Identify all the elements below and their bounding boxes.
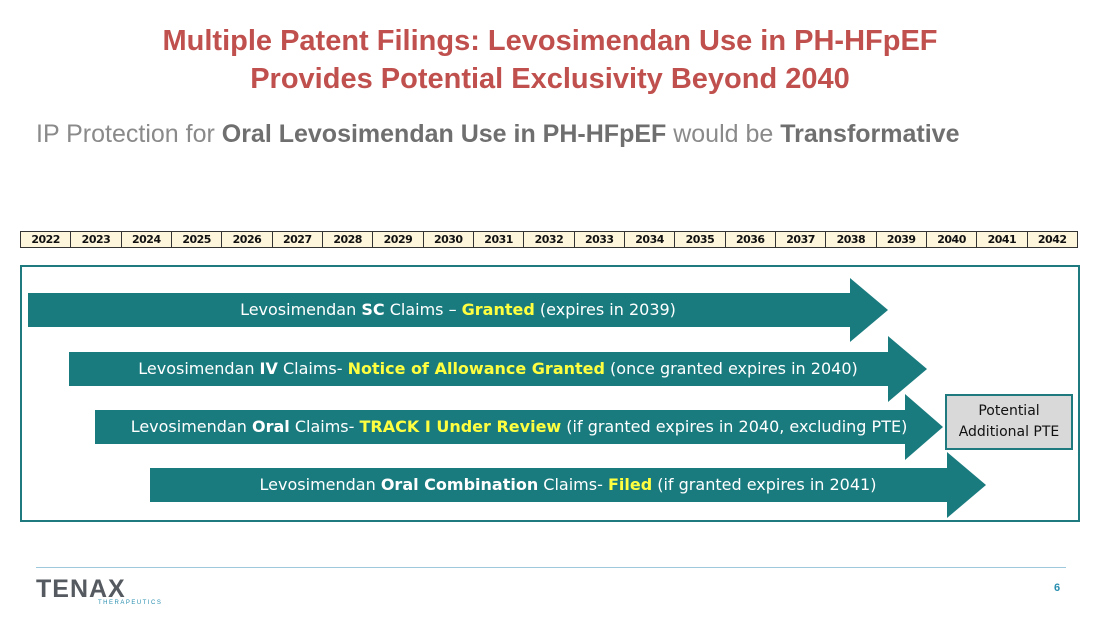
pte-line-2: Additional PTE: [958, 424, 1060, 440]
year-cell: 2033: [575, 232, 625, 247]
oral-claims-arrow: Levosimendan Oral Claims- TRACK I Under …: [95, 394, 943, 460]
pte-line-1: Potential: [978, 403, 1040, 419]
year-cell: 2040: [927, 232, 978, 247]
year-cell: 2022: [21, 232, 72, 247]
year-cell: 2042: [1037, 233, 1067, 246]
year-cell: 2038: [826, 232, 877, 247]
iv-claims-label: Levosimendan IV Claims- Notice of Allowa…: [138, 359, 858, 378]
year-cell: 2031: [474, 232, 525, 247]
title-line-2: Provides Potential Exclusivity Beyond 20…: [250, 63, 850, 95]
year-cell: 2037: [776, 232, 827, 247]
oral-claims-label: Levosimendan Oral Claims- TRACK I Under …: [130, 417, 908, 436]
year-cell: 2027: [273, 232, 323, 247]
sc-claims-arrow: Levosimendan SC Claims – Granted (expire…: [28, 278, 888, 342]
arrow-shape: [28, 278, 888, 342]
logo-wordmark: TENAX: [36, 575, 126, 603]
page-number: 6: [1054, 582, 1061, 594]
year-cell: 2024: [122, 232, 172, 247]
claims-frame: [20, 265, 1080, 522]
subtitle-text-1: IP Protection for: [36, 120, 222, 148]
sc-claims-label: Levosimendan SC Claims – Granted (expire…: [240, 300, 676, 319]
slide-title: Multiple Patent Filings: Levosimendan Us…: [0, 22, 1100, 98]
potential-pte-box: Potential Additional PTE: [945, 394, 1073, 450]
oral-combination-claims-label: Levosimendan Oral Combination Claims- Fi…: [259, 475, 877, 494]
arrow-shape: [150, 452, 986, 518]
year-cell: 2030: [424, 232, 474, 247]
slide-subtitle: IP Protection for Oral Levosimendan Use …: [36, 120, 960, 149]
subtitle-bold-1: Oral Levosimendan Use in PH-HFpEF: [221, 120, 667, 148]
iv-claims-arrow: Levosimendan IV Claims- Notice of Allowa…: [69, 336, 927, 402]
year-timeline: 2022 2023 2024 2025 2026 2027 2028 2029 2030 2031…: [20, 231, 1078, 248]
year-cell: 2034: [625, 232, 676, 247]
year-cell: 2028: [323, 232, 374, 247]
subtitle-bold-2: Transformative: [780, 120, 960, 148]
subtitle-text-2: would be: [666, 120, 781, 148]
year-cell: 2041: [977, 232, 1028, 247]
year-cell: 2039: [877, 232, 927, 247]
arrow-shape: [95, 394, 943, 460]
year-cell: 2036: [726, 232, 776, 247]
title-line-1: Multiple Patent Filings: Levosimendan Us…: [162, 25, 938, 57]
year-cell: 2032: [524, 232, 575, 247]
year-cell: 2029: [373, 232, 424, 247]
year-cell: 2025: [172, 232, 223, 247]
tenax-logo: TENAX THERAPEUTICS: [36, 575, 161, 606]
year-cell: 2026: [222, 232, 273, 247]
logo-subtext: THERAPEUTICS: [98, 600, 163, 606]
oral-combination-claims-arrow: Levosimendan Oral Combination Claims- Fi…: [150, 452, 986, 518]
footer-divider: [36, 567, 1066, 568]
arrow-shape: [69, 336, 927, 402]
year-cell: 2023: [71, 232, 122, 247]
year-cell: 2035: [675, 232, 726, 247]
